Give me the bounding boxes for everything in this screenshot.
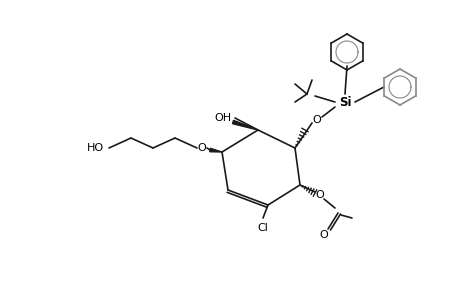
- Text: OH: OH: [214, 113, 231, 123]
- Text: Si: Si: [338, 95, 351, 109]
- Text: O: O: [312, 115, 321, 125]
- Text: O: O: [315, 190, 324, 200]
- Text: Cl: Cl: [257, 223, 268, 233]
- Text: O: O: [319, 230, 328, 240]
- Polygon shape: [232, 120, 257, 130]
- Polygon shape: [209, 148, 222, 152]
- Text: O: O: [197, 143, 206, 153]
- Text: HO: HO: [86, 143, 103, 153]
